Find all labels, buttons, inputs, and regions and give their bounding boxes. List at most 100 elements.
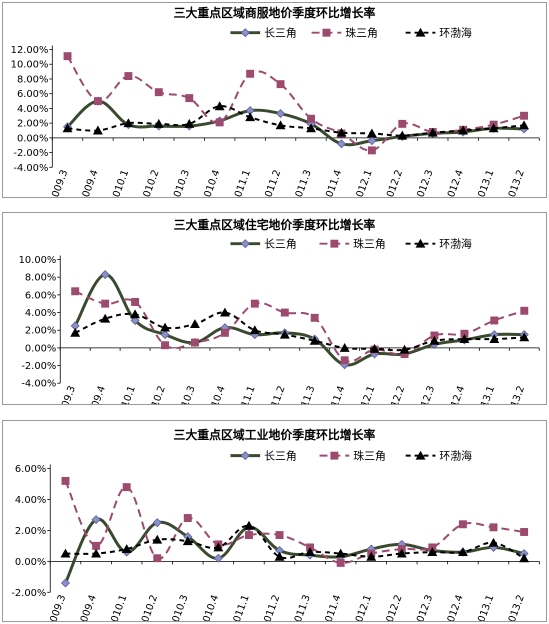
y-tick-label: -2.00% <box>11 588 46 599</box>
x-tick-label: 2011.4 <box>322 169 344 197</box>
chart-title: 三大重点区域商服地价季度环比增长率 <box>174 6 376 20</box>
x-tick-label: 2009.3 <box>56 384 78 404</box>
data-point-series-3 <box>60 548 71 558</box>
x-tick-label: 2012.4 <box>444 169 466 197</box>
series-line-2 <box>66 55 525 152</box>
series-line-1 <box>64 517 525 584</box>
x-tick-label: 2012.1 <box>355 384 377 404</box>
data-point-series-3 <box>369 343 380 353</box>
x-tick-label: 2013.2 <box>505 594 527 621</box>
data-point-series-2 <box>153 554 162 563</box>
x-tick-label: 2010.3 <box>176 384 198 404</box>
data-point-series-3 <box>70 327 81 337</box>
data-point-series-2 <box>161 341 170 350</box>
data-point-series-3 <box>459 334 470 344</box>
data-point-series-3 <box>396 548 407 558</box>
data-point-series-3 <box>489 334 500 344</box>
data-point-series-2 <box>215 118 224 127</box>
legend-label: 长三角 <box>264 450 297 463</box>
data-point-series-2 <box>92 541 101 550</box>
data-point-series-3 <box>279 329 290 339</box>
data-point-series-1 <box>336 139 346 149</box>
legend-marker <box>415 27 426 37</box>
x-tick-label: 2012.3 <box>415 384 437 404</box>
y-tick-label: 6.00% <box>17 89 48 100</box>
y-tick-label: 2.00% <box>17 119 48 130</box>
x-tick-label: 2010.4 <box>206 384 228 404</box>
data-point-series-3 <box>130 309 141 319</box>
data-point-series-1 <box>213 553 223 563</box>
data-point-series-2 <box>520 306 529 315</box>
data-point-series-1 <box>91 515 101 525</box>
data-point-series-2 <box>71 287 80 296</box>
data-point-series-3 <box>121 544 132 553</box>
data-point-series-2 <box>246 69 255 78</box>
y-tick-label: 0.00% <box>25 343 56 354</box>
data-point-series-2 <box>367 146 376 155</box>
y-tick-label: 10.00% <box>11 60 49 71</box>
chart-panel-industrial: 三大重点区域工业地价季度环比增长率 6.00% 4.00% 2.00% 0.00% -2.… <box>2 420 547 622</box>
data-point-series-2 <box>520 528 529 536</box>
legend-marker <box>322 28 331 37</box>
x-tick-label: 2012.2 <box>382 594 404 621</box>
data-point-series-3 <box>152 534 163 544</box>
y-tick-label: 0.00% <box>17 133 48 144</box>
y-tick-label: -2.00% <box>13 148 48 159</box>
x-tick-label: 2011.3 <box>291 594 313 621</box>
y-tick-label: -4.00% <box>21 379 56 390</box>
legend-marker <box>415 450 426 460</box>
data-point-series-2 <box>340 356 349 365</box>
data-point-series-3 <box>160 322 170 332</box>
y-tick-label: 8.00% <box>17 74 48 85</box>
data-point-series-2 <box>398 119 407 128</box>
y-tick-label: 0.00% <box>15 557 46 568</box>
data-point-series-3 <box>244 520 254 530</box>
y-tick-label: 4.00% <box>25 308 56 319</box>
x-tick-label: 2012.1 <box>352 594 374 621</box>
y-tick-label: -4.00% <box>13 163 48 174</box>
data-point-series-3 <box>62 123 73 133</box>
data-point-series-2 <box>276 80 285 89</box>
data-point-series-2 <box>489 523 498 532</box>
legend-marker <box>330 239 339 248</box>
data-point-series-3 <box>519 332 530 342</box>
data-point-series-3 <box>336 127 347 137</box>
legend-label: 环渤海 <box>439 26 472 40</box>
x-tick-label: 2010.1 <box>116 384 138 404</box>
legend-label: 环渤海 <box>439 449 472 463</box>
y-tick-label: 2.00% <box>15 526 46 537</box>
data-point-series-3 <box>457 547 468 557</box>
series-line-1 <box>66 99 525 147</box>
x-tick-label: 2011.2 <box>261 169 283 197</box>
data-point-series-2 <box>280 308 289 317</box>
y-tick-label: 12.00% <box>11 45 49 56</box>
data-point-series-2 <box>460 329 469 338</box>
data-point-series-3 <box>397 130 408 140</box>
data-point-series-2 <box>93 97 102 106</box>
y-tick-label: 6.00% <box>25 290 56 301</box>
x-tick-label: 2012.2 <box>385 384 407 404</box>
x-tick-label: 2011.3 <box>292 169 314 197</box>
data-point-series-1 <box>367 136 377 146</box>
data-point-series-2 <box>244 531 253 540</box>
legend-marker <box>240 239 250 249</box>
data-point-series-3 <box>488 123 499 133</box>
data-point-series-2 <box>458 520 467 529</box>
y-tick-label: 4.00% <box>17 104 48 115</box>
chart-industrial: 三大重点区域工业地价季度环比增长率 6.00% 4.00% 2.00% 0.00% -2.… <box>11 428 540 621</box>
y-tick-label: 6.00% <box>15 464 46 475</box>
legend-label: 珠三角 <box>345 26 378 40</box>
data-point-series-3 <box>275 120 286 130</box>
x-tick-label: 2011.1 <box>235 384 257 404</box>
series-line-2 <box>74 290 525 363</box>
data-point-series-2 <box>101 299 110 308</box>
x-tick-label: 2013.1 <box>475 384 497 404</box>
data-point-series-3 <box>306 123 316 133</box>
x-tick-label: 2012.3 <box>413 169 435 197</box>
data-point-series-2 <box>154 88 163 97</box>
legend-marker <box>415 238 426 248</box>
chart-title: 三大重点区域住宅地价季度环比增长率 <box>174 218 376 232</box>
legend-label: 珠三角 <box>353 237 386 251</box>
data-point-series-2 <box>520 111 528 120</box>
data-point-series-1 <box>60 578 71 588</box>
